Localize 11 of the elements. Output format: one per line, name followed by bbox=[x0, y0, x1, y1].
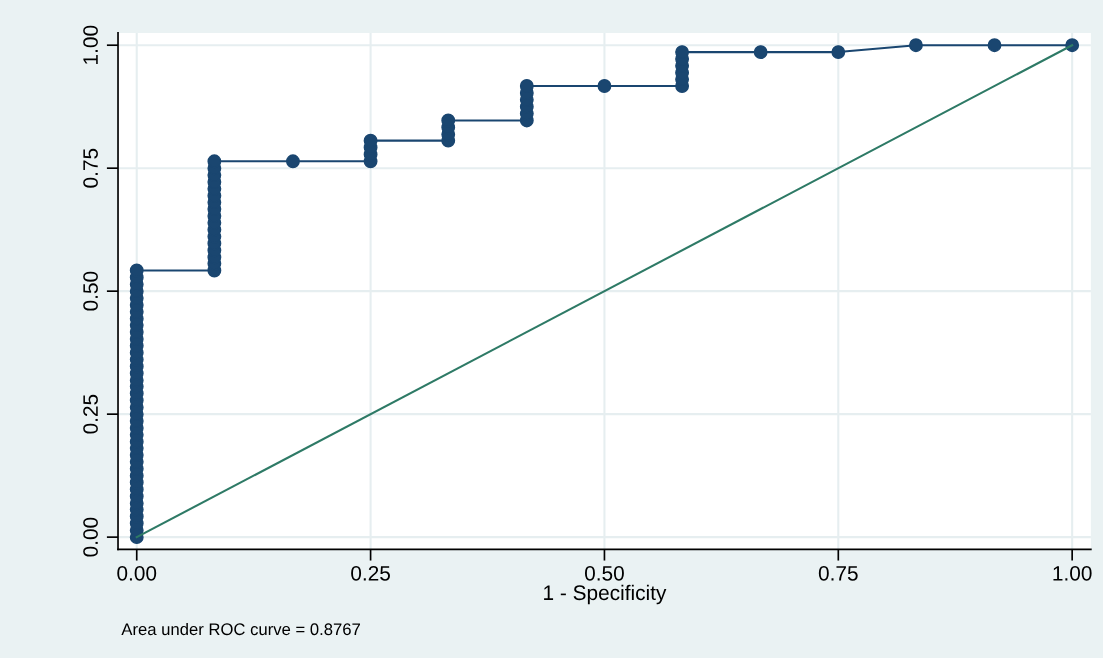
x-tick-label: 0.75 bbox=[818, 565, 858, 581]
y-tick-label: 0.75 bbox=[83, 148, 98, 188]
x-tick-label: 1.00 bbox=[1053, 565, 1092, 581]
text: Area under ROC curve = 0.8767 bbox=[121, 622, 360, 636]
x-tick-label: 0.25 bbox=[351, 565, 390, 581]
x-axis-title: 1 - Specificity bbox=[544, 584, 667, 605]
x-tick-label: 0.00 bbox=[117, 565, 157, 581]
y-tick-label: 0.50 bbox=[83, 271, 98, 311]
x-tick-label: 0.50 bbox=[584, 565, 624, 581]
y-tick-label: 0.25 bbox=[83, 394, 98, 434]
y-tick-label: 1.00 bbox=[83, 25, 98, 64]
